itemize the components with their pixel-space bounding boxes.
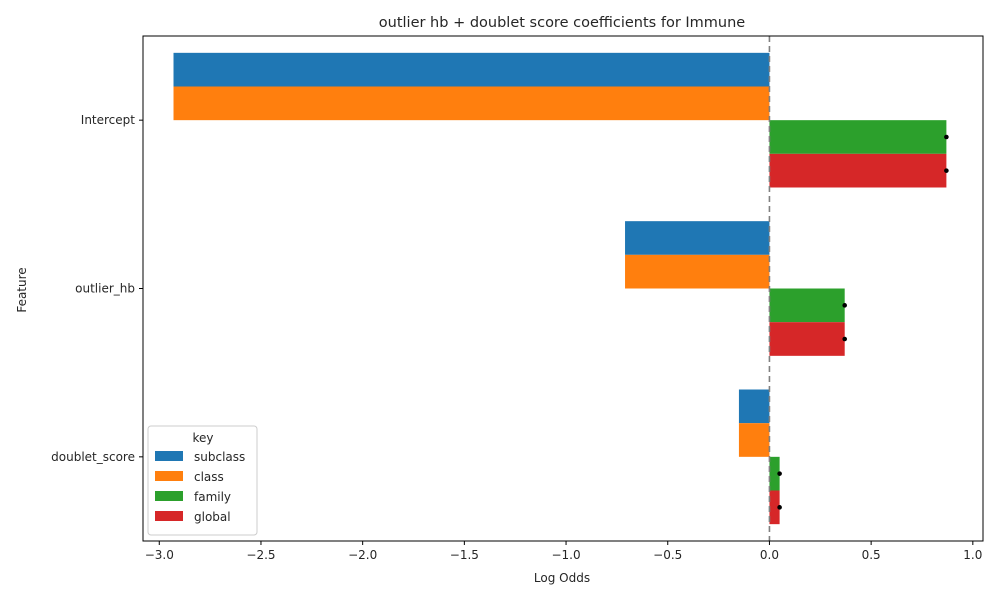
chart-title: outlier hb + doublet score coefficients … [379,15,746,31]
bar-class-doublet_score [738,423,770,457]
bar-global-doublet_score [769,490,780,525]
x-tick-label: −2.5 [246,548,275,562]
x-tick-label: −1.5 [450,548,479,562]
error-marker-global-Intercept [944,168,949,173]
legend: key subclass class family global [147,425,258,536]
bar-global-Intercept [769,153,947,188]
x-axis: −3.0 −2.5 −2.0 −1.5 −1.0 −0.5 0.0 0.5 1.0 [145,541,982,562]
x-tick-label: 1.0 [963,548,982,562]
y-axis-label: Feature [15,267,29,312]
x-axis-label: Log Odds [534,571,590,585]
legend-items: subclass class family global [155,450,245,524]
legend-swatch-subclass [155,451,183,461]
bar-family-Intercept [769,120,947,154]
y-tick-label-doublet_score: doublet_score [51,450,135,464]
legend-label-global: global [194,510,231,524]
error-marker-global-outlier_hb [842,336,847,342]
error-marker-global-doublet_score [777,505,782,510]
legend-swatch-family [155,491,183,501]
bar-subclass-Intercept [173,52,770,87]
legend-label-family: family [194,490,231,504]
legend-title: key [192,431,213,445]
bar-family-outlier_hb [769,288,845,323]
y-tick-label-outlier_hb: outlier_hb [75,282,135,296]
x-tick-label: −2.0 [348,548,377,562]
legend-swatch-global [155,511,183,521]
x-tick-label: −0.5 [653,548,682,562]
error-marker-family-Intercept [944,134,949,140]
error-marker-family-doublet_score [777,471,782,476]
bar-class-Intercept [173,86,770,121]
y-axis: Intercept outlier_hb doublet_score [51,113,143,464]
legend-swatch-class [155,471,183,481]
x-tick-label: 0.0 [760,548,779,562]
x-tick-label: −3.0 [145,548,174,562]
bar-class-outlier_hb [625,254,770,289]
bar-subclass-doublet_score [738,389,770,424]
error-markers-layer [777,134,949,510]
legend-label-subclass: subclass [194,450,245,464]
legend-label-class: class [194,470,224,484]
bar-family-doublet_score [769,456,780,491]
bars-layer [173,52,947,525]
error-marker-family-outlier_hb [842,303,847,308]
x-tick-label: −1.0 [551,548,580,562]
bar-global-outlier_hb [769,322,845,356]
y-tick-label-Intercept: Intercept [81,113,136,127]
x-tick-label: 0.5 [862,548,881,562]
bar-subclass-outlier_hb [625,221,770,255]
